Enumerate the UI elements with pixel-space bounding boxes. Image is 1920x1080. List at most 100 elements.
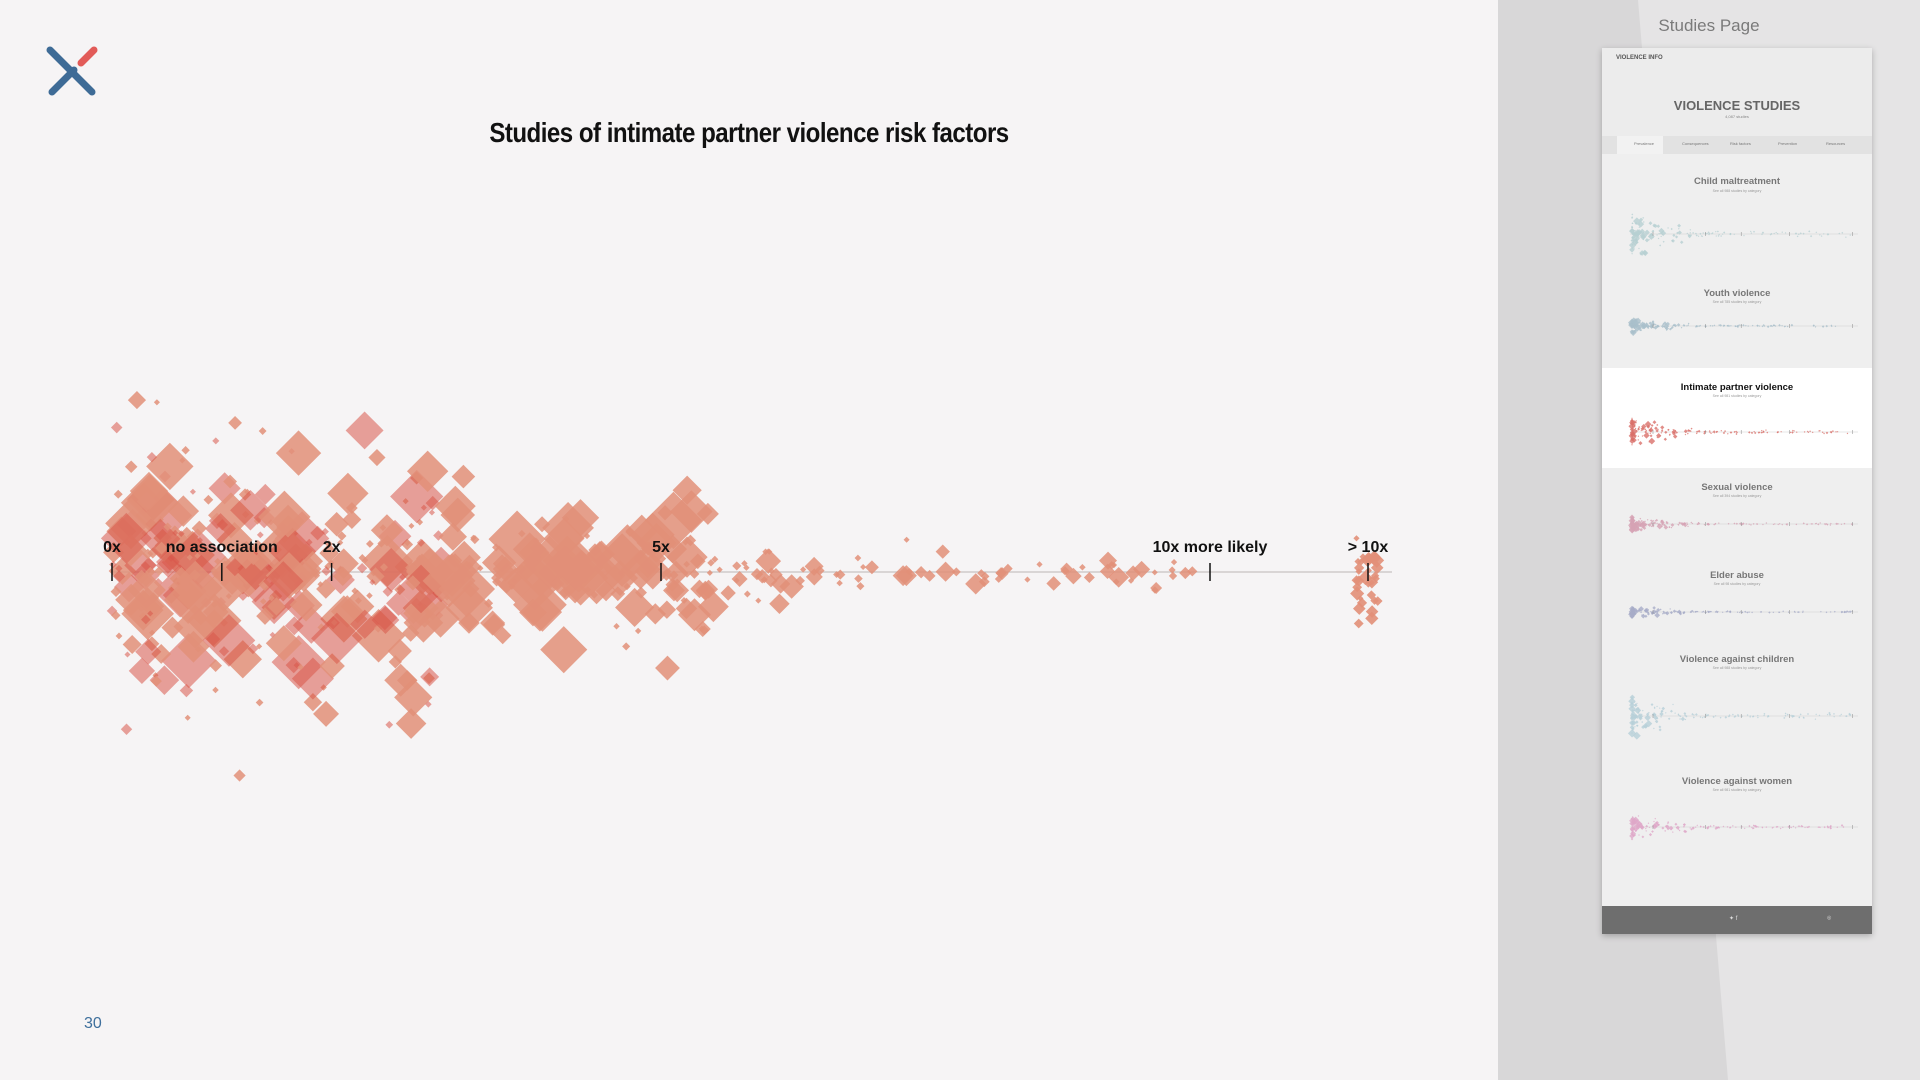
thumb-data-point	[1631, 213, 1634, 216]
thumb-data-point	[1654, 610, 1658, 613]
thumb-data-point	[1631, 417, 1633, 420]
data-point	[854, 554, 862, 562]
thumb-data-point	[1696, 824, 1699, 827]
thumb-data-point	[1661, 522, 1665, 525]
thumb-data-point	[1708, 233, 1710, 236]
thumb-data-point	[1773, 523, 1776, 525]
thumb-data-point	[1697, 521, 1700, 524]
thumb-data-point	[1752, 230, 1756, 233]
data-point	[223, 474, 238, 489]
thumb-data-point	[1650, 325, 1653, 327]
data-point	[350, 609, 380, 639]
thumb-data-point	[1663, 521, 1665, 524]
thumb-data-point	[1692, 231, 1695, 234]
data-point	[483, 613, 506, 636]
thumb-data-point	[1709, 825, 1712, 828]
thumb-data-point	[1741, 611, 1744, 614]
data-point	[113, 489, 123, 499]
thumb-data-point	[1826, 713, 1829, 716]
data-point	[711, 555, 719, 563]
thumb-data-point	[1658, 728, 1662, 732]
data-point	[1187, 566, 1198, 577]
data-point	[138, 612, 148, 621]
thumb-data-point	[1629, 833, 1635, 839]
thumb-data-point	[1757, 431, 1761, 434]
data-point	[416, 538, 426, 547]
data-point	[675, 597, 698, 620]
thumb-data-point	[1682, 611, 1685, 615]
thumb-data-point	[1727, 522, 1730, 525]
data-point	[268, 527, 317, 576]
thumb-data-point	[1679, 718, 1681, 720]
tick-label: 10x more likely	[1153, 539, 1268, 556]
data-point	[684, 534, 697, 547]
thumb-data-point	[1638, 710, 1640, 712]
thumb-data-point	[1801, 825, 1804, 828]
thumb-data-point	[1664, 612, 1667, 614]
thumb-data-point	[1726, 826, 1729, 828]
data-point	[211, 601, 218, 608]
thumb-data-point	[1654, 817, 1657, 820]
data-point	[492, 556, 519, 582]
data-point	[1168, 571, 1178, 581]
data-point	[316, 579, 336, 599]
thumb-data-point	[1652, 606, 1656, 610]
thumb-data-point	[1640, 520, 1648, 528]
data-point	[310, 525, 325, 541]
thumb-data-point	[1662, 610, 1665, 613]
data-point	[1127, 577, 1134, 584]
data-point	[1107, 561, 1116, 570]
thumb-hero-subtitle: 4,087 studies	[1725, 114, 1749, 119]
thumb-data-point	[1785, 523, 1788, 526]
thumb-data-point	[1845, 715, 1847, 718]
thumb-data-point	[1848, 610, 1852, 614]
thumb-section-intimate-partner-violence[interactable]: Intimate partner violence See all 981 st…	[1602, 368, 1872, 468]
thumb-data-point	[1653, 706, 1656, 709]
thumb-data-point	[1707, 825, 1710, 829]
thumb-data-point	[1818, 826, 1820, 829]
thumb-data-point	[1657, 523, 1660, 526]
thumb-data-point	[1815, 231, 1818, 234]
thumb-data-point	[1647, 822, 1650, 825]
thumb-data-point	[1636, 527, 1640, 532]
thumb-data-point	[1633, 329, 1636, 332]
thumb-data-point	[1721, 233, 1724, 235]
tick-label: 5x	[652, 539, 670, 556]
thumb-data-point	[1811, 523, 1813, 525]
studies-page-thumbnail[interactable]: VIOLENCE INFO VIOLENCE STUDIES 4,087 stu…	[1602, 48, 1872, 934]
data-point	[317, 581, 324, 588]
data-point	[214, 557, 222, 565]
thumb-section-violence-against-women: Violence against women See all 981 studi…	[1602, 764, 1872, 874]
thumb-data-point	[1628, 318, 1637, 327]
thumb-footer: ✦ f ◎	[1602, 906, 1872, 934]
thumb-data-point	[1712, 431, 1714, 434]
thumb-data-point	[1708, 430, 1711, 432]
thumb-data-point	[1643, 432, 1650, 439]
data-point	[181, 446, 190, 455]
tick-label: no association	[166, 539, 278, 556]
thumb-data-point	[1651, 609, 1657, 615]
data-point	[458, 612, 480, 634]
thumb-data-point	[1649, 232, 1653, 236]
data-point	[805, 568, 823, 586]
thumb-data-point	[1706, 826, 1709, 830]
thumb-section-subtitle: See all 785 studies by category	[1712, 300, 1762, 304]
thumb-data-point	[1630, 421, 1634, 426]
data-point	[670, 490, 713, 533]
data-point	[543, 518, 585, 559]
thumb-data-point	[1638, 713, 1640, 715]
data-point	[1351, 575, 1362, 586]
thumb-data-point	[1761, 325, 1764, 328]
data-point	[1065, 567, 1082, 585]
thumb-data-point	[1638, 247, 1640, 250]
data-point	[755, 569, 770, 584]
thumb-data-point	[1835, 431, 1837, 433]
data-point	[644, 603, 666, 625]
data-point	[136, 491, 157, 512]
thumb-data-point	[1703, 430, 1706, 433]
thumb-data-point	[1645, 712, 1650, 716]
thumb-data-point	[1629, 247, 1635, 253]
thumb-mini-chart	[1628, 417, 1858, 446]
thumb-data-point	[1792, 429, 1794, 432]
thumb-data-point	[1658, 725, 1662, 729]
